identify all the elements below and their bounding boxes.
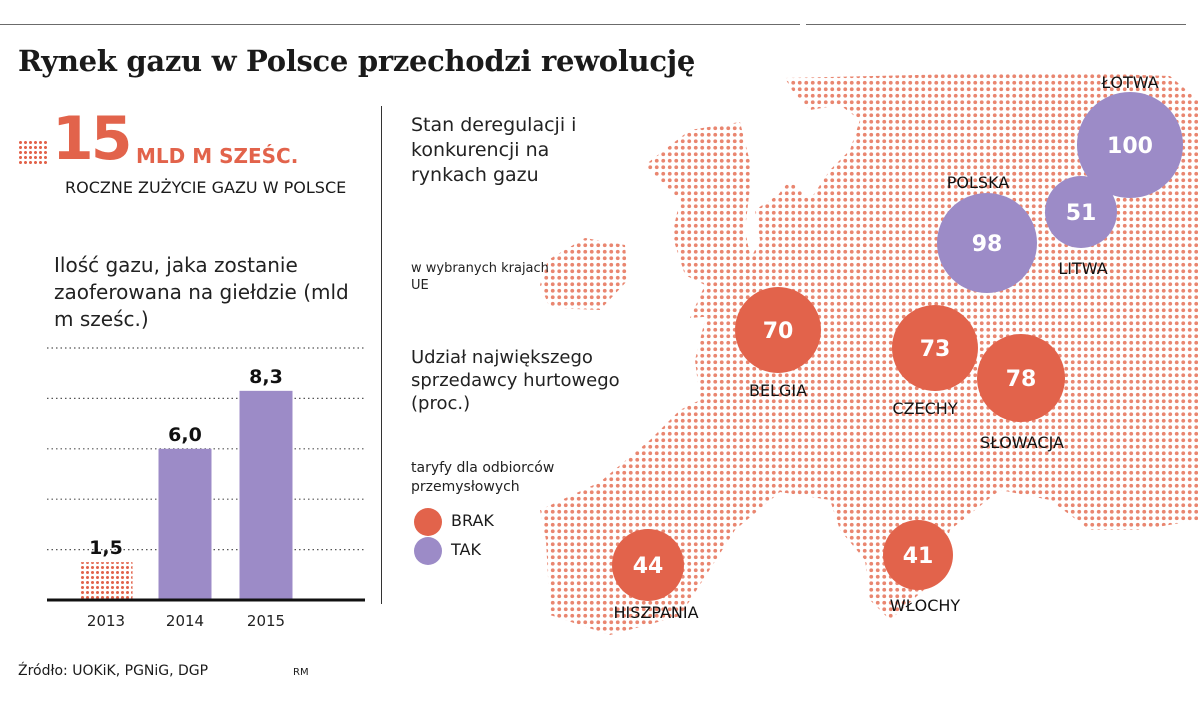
bar-chart: 1,5 2013 6,0 2014 8,3 2015: [47, 347, 365, 630]
country-label: SŁOWACJA: [980, 433, 1064, 452]
bubble-łotwa: [1077, 92, 1183, 198]
x-tick-label: 2014: [166, 612, 204, 630]
legend-title: taryfy dla odbiorców przemysłowych: [411, 460, 555, 495]
x-tick-label: 2015: [247, 612, 285, 630]
country-label: BELGIA: [749, 381, 807, 400]
bar-chart-title: Ilość gazu, jaka zostanie zaoferowana na…: [54, 253, 349, 331]
bubble-layer: 70 BELGIA 73 CZECHY 78 SŁOWACJA 44 HISZPANIA 41 W…: [612, 73, 1183, 622]
source-note: Źródło: UOKiK, PGNiG, DGP: [18, 663, 209, 679]
author-initials: RM: [293, 667, 309, 678]
bar-value-label: 6,0: [168, 424, 202, 446]
top-rule-left: [0, 24, 800, 25]
country-label: HISZPANIA: [613, 603, 698, 622]
bubble-value: 70: [763, 319, 794, 344]
bubble-czechy: [892, 305, 978, 391]
country-label: POLSKA: [947, 173, 1010, 192]
bar-2014: [158, 448, 212, 600]
bubble-value: 100: [1107, 134, 1153, 159]
bubble-belgia: [735, 287, 821, 373]
legend-label-tak: TAK: [451, 540, 481, 559]
headline-caption: ROCZNE ZUŻYCIE GAZU W POLSCE: [65, 178, 347, 197]
bar-value-label: 1,5: [89, 537, 123, 559]
bubble-litwa: [1045, 176, 1117, 248]
headline-dot-pattern: [18, 140, 48, 166]
map-subtitle: w wybranych krajach UE: [411, 261, 549, 293]
country-label: CZECHY: [892, 399, 957, 418]
bubble-polska: [937, 193, 1037, 293]
bar-2013: [79, 562, 133, 600]
legend-swatch-brak: [414, 508, 442, 536]
bar-2015: [239, 390, 293, 600]
legend-swatch-tak: [414, 537, 442, 565]
map-measure-label: Udział największego sprzedawcy hurtowego…: [411, 347, 620, 414]
bar-value-label: 8,3: [249, 366, 283, 388]
map-landmass: [540, 72, 1198, 635]
x-tick-label: 2013: [87, 612, 125, 630]
bubble-słowacja: [977, 334, 1065, 422]
bubble-value: 73: [920, 337, 951, 362]
bubble-value: 51: [1066, 201, 1097, 226]
bubble-hiszpania: [612, 529, 684, 601]
headline-unit: MLD M SZEŚC.: [136, 144, 299, 168]
legend-label-brak: BRAK: [451, 511, 494, 530]
bubble-value: 41: [903, 544, 934, 569]
country-label: LITWA: [1058, 259, 1107, 278]
bubble-value: 78: [1006, 367, 1037, 392]
bubble-value: 44: [633, 554, 664, 579]
top-rule-right: [806, 24, 1186, 25]
map-title: Stan deregulacji i konkurencji na rynkac…: [411, 114, 577, 186]
bubble-włochy: [883, 520, 953, 590]
europe-map: 70 BELGIA 73 CZECHY 78 SŁOWACJA 44 HISZPANIA 41 W…: [540, 72, 1198, 635]
headline-value: 15: [52, 104, 132, 174]
country-label: WŁOCHY: [890, 596, 961, 615]
country-label: ŁOTWA: [1100, 73, 1158, 92]
section-divider: [381, 106, 382, 604]
page-title: Rynek gazu w Polsce przechodzi rewolucję: [18, 44, 696, 78]
bubble-value: 98: [972, 232, 1003, 257]
